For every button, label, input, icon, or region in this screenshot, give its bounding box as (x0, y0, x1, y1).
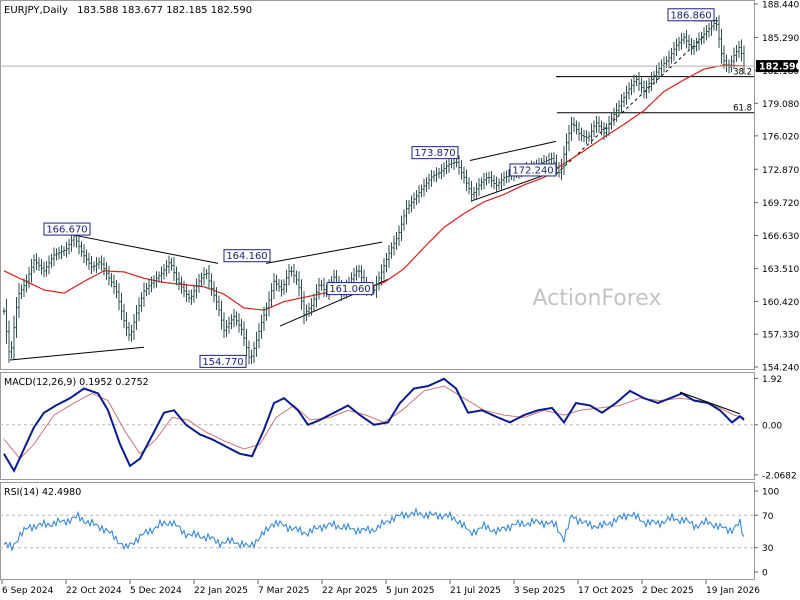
macd-line (3, 377, 745, 473)
trendline (55, 231, 219, 264)
current-price-marker: 182.590 (0, 60, 800, 73)
price-tick-label: 157.330 (762, 331, 799, 341)
rsi-y-axis: 100 70 30 0 (0, 488, 779, 579)
annotation-label: 186.860 (670, 10, 711, 21)
fib-level-label: 38.2 (733, 68, 752, 78)
macd-tick-label: 0.00 (762, 421, 782, 431)
annotation-box (223, 249, 271, 263)
price-tick-label: 185.290 (762, 34, 799, 44)
time-tick-label: 5 Jun 2025 (386, 586, 434, 596)
time-tick-label: 17 Oct 2025 (578, 586, 634, 596)
price-tick-label: 154.240 (762, 364, 799, 374)
price-tick-label: 169.720 (762, 199, 799, 209)
annotation-box (43, 222, 91, 236)
rsi-panel-frame (0, 482, 755, 580)
time-tick-label: 21 Jul 2025 (450, 586, 501, 596)
rsi-panel: 100 70 30 0 RSI(14) 42.4980 (0, 482, 779, 580)
rsi-line (3, 507, 745, 552)
price-tick-label: 163.510 (762, 265, 799, 275)
price-y-axis: 188.440185.290182.180179.080176.020172.8… (754, 1, 799, 374)
time-tick-label: 3 Sep 2025 (514, 586, 565, 596)
symbol-label: EURJPY,Daily (4, 5, 68, 16)
price-tick-label: 172.870 (762, 166, 799, 176)
price-panel-frame (0, 0, 755, 370)
trendline (265, 241, 383, 264)
annotation-box (326, 282, 374, 296)
time-tick-label: 2 Dec 2025 (642, 586, 694, 596)
annotation-label: 154.770 (202, 357, 243, 368)
fib-level-label: 61.8 (733, 104, 752, 114)
macd-title: MACD(12,26,9) 0.1952 0.2752 (4, 377, 149, 388)
trendline (9, 346, 145, 361)
annotation-box (509, 163, 557, 177)
price-tick-label: 160.420 (762, 298, 799, 308)
rsi-tick-label: 70 (762, 512, 774, 522)
ohlc-values: 183.588 183.677 182.185 182.590 (77, 5, 252, 16)
macd-path (3, 377, 745, 473)
macd-tick-label: 1.92 (762, 375, 782, 385)
time-tick-label: 7 Mar 2025 (258, 586, 309, 596)
time-axis: 6 Sep 2024 22 Oct 2024 5 Dec 2024 22 Jan 20… (1, 580, 760, 596)
macd-tick-label: -2.0682 (762, 471, 797, 481)
time-tick-label: 19 Jan 2026 (706, 586, 760, 596)
price-tick-label: 188.440 (762, 1, 799, 11)
rsi-tick-label: 30 (762, 544, 774, 554)
moving-average-line (3, 64, 745, 311)
macd-trendline (679, 391, 741, 415)
annotation-box (199, 354, 247, 368)
price-tick-label: 176.020 (762, 132, 799, 142)
time-tick-label: 22 Apr 2025 (322, 586, 378, 596)
rsi-path (3, 507, 745, 552)
annotation-label: 161.060 (329, 284, 370, 295)
annotation-label: 166.670 (46, 225, 87, 236)
current-price-box (756, 60, 798, 73)
annotation-box (667, 8, 715, 22)
time-tick-label: 6 Sep 2024 (2, 586, 54, 596)
macd-y-axis: 1.92 0.00 -2.0682 (0, 375, 797, 481)
macd-panel: 1.92 0.00 -2.0682 MACD(12,26,9) 0.1952 0.2… (0, 372, 797, 481)
price-annotations: 166.670 164.160 161.060 154.770 173.870 172.2… (43, 8, 715, 368)
macd-signal-line (3, 385, 745, 460)
time-tick-label: 22 Jan 2025 (194, 586, 248, 596)
current-price-text: 182.590 (759, 62, 800, 73)
time-tick-label: 5 Dec 2024 (130, 586, 182, 596)
rsi-tick-label: 100 (762, 488, 779, 498)
annotation-label: 164.160 (226, 251, 267, 262)
annotation-label: 172.240 (512, 165, 553, 176)
annotation-box (411, 146, 459, 160)
trendline (469, 140, 557, 161)
time-tick-label: 22 Oct 2024 (66, 586, 122, 596)
price-panel: ActionForex 188.440185.290182.180179.080… (0, 0, 800, 374)
fib-levels: 38.2 61.8 (557, 68, 754, 114)
price-tick-label: 179.080 (762, 100, 799, 110)
macd-panel-frame (0, 372, 755, 480)
rsi-title: RSI(14) 42.4980 (4, 487, 81, 498)
chart-header: EURJPY,Daily 183.588 183.677 182.185 182… (4, 5, 252, 16)
price-watermark: ActionForex (533, 286, 662, 311)
annotation-label: 173.870 (414, 148, 455, 159)
fib-swing-line (555, 35, 705, 175)
ma-path (3, 64, 745, 311)
rsi-tick-label: 0 (762, 569, 768, 579)
signal-path (3, 385, 745, 460)
price-tick-label: 166.630 (762, 232, 799, 242)
